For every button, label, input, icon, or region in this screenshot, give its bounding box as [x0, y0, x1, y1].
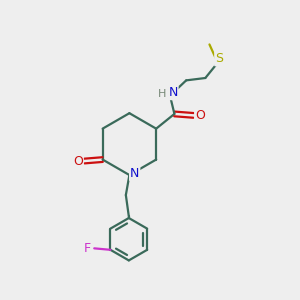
Text: N: N [130, 167, 140, 180]
Text: O: O [73, 154, 83, 167]
Text: O: O [195, 109, 205, 122]
Text: F: F [84, 242, 91, 255]
Text: S: S [215, 52, 223, 65]
Text: H: H [158, 89, 166, 99]
Text: N: N [168, 86, 178, 99]
